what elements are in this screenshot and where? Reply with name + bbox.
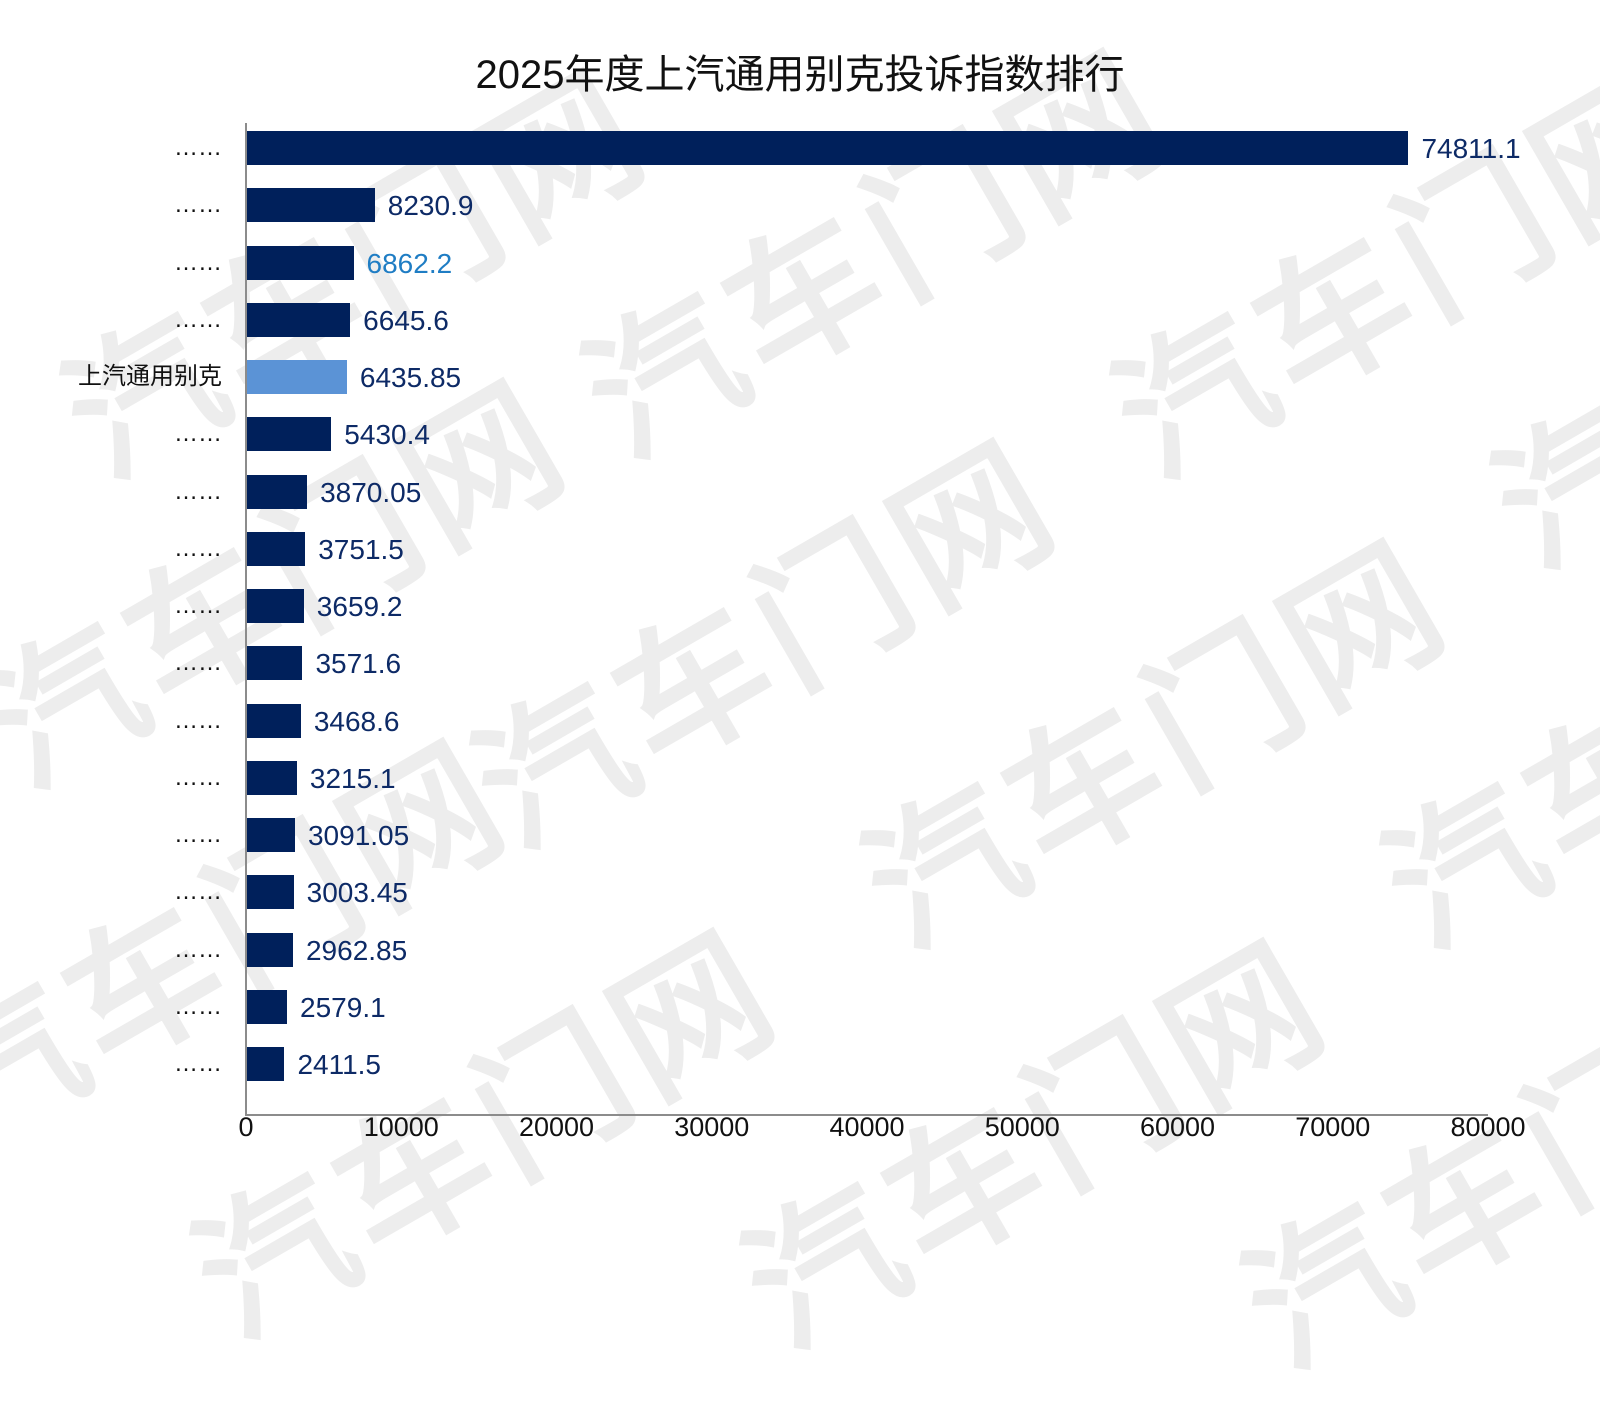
category-label: …… (174, 935, 222, 963)
bar (247, 531, 306, 566)
bar-row: …… 8230.9 (0, 188, 1600, 223)
bar (247, 875, 294, 910)
bar (247, 131, 1409, 165)
x-tick-label: 20000 (518, 1112, 595, 1142)
x-axis-line (245, 1114, 1488, 1116)
category-label: …… (174, 534, 222, 562)
bar-row: …… 3003.45 (0, 875, 1600, 910)
bar-row: …… 3659.2 (0, 589, 1600, 623)
bar (247, 703, 301, 738)
category-label: …… (174, 992, 222, 1020)
bar-row: …… 2962.85 (0, 932, 1600, 967)
value-label: 3091.05 (307, 820, 410, 851)
bar (247, 302, 351, 337)
category-label: …… (174, 134, 222, 161)
bar-row: …… 3215.1 (0, 760, 1600, 795)
value-label: 6862.2 (366, 247, 453, 279)
bar (247, 760, 297, 795)
category-label: …… (174, 592, 222, 619)
value-label: 3003.45 (306, 877, 408, 909)
bar-row: …… 3468.6 (0, 703, 1600, 738)
value-label: 3215.1 (309, 762, 396, 794)
value-label: 8230.9 (387, 190, 474, 222)
value-label: 3870.05 (320, 476, 422, 508)
bar (247, 989, 288, 1024)
category-label: …… (174, 305, 222, 333)
bar-row: …… 6645.6 (0, 302, 1600, 337)
value-label: 2411.5 (297, 1049, 381, 1080)
bar (247, 474, 308, 509)
value-label: 3468.6 (313, 705, 400, 737)
value-label: 6435.85 (359, 362, 462, 393)
bar (247, 589, 304, 623)
category-label: …… (174, 878, 222, 906)
category-label: …… (174, 248, 222, 276)
value-label: 2962.85 (305, 934, 408, 966)
x-tick-label: 10000 (363, 1112, 439, 1142)
bar (247, 417, 332, 452)
value-label: 3659.2 (316, 591, 403, 622)
x-tick-label: 40000 (829, 1112, 905, 1142)
value-label: 3751.5 (318, 533, 404, 565)
bar-chart: …… 74811.1 …… 8230.9 …… 6862.2 …… 6645.6 上汽通用别克 6… (0, 123, 1600, 1142)
bar-row: …… 5430.4 (0, 417, 1600, 452)
bar (247, 646, 303, 681)
bar-row: …… 3091.05 (0, 818, 1600, 852)
bar (247, 1047, 285, 1081)
x-tick-label: 70000 (1295, 1112, 1371, 1142)
x-tick-label: 50000 (984, 1112, 1060, 1142)
x-tick-label: 0 (238, 1112, 254, 1142)
bar-row: …… 3571.6 (0, 646, 1600, 681)
category-label: …… (174, 1050, 222, 1077)
bar-row: …… 3751.5 (0, 531, 1600, 566)
value-label: 74811.1 (1421, 133, 1521, 164)
bar (247, 818, 295, 852)
bar (247, 932, 293, 967)
category-label: …… (174, 420, 222, 448)
bar-row: …… 3870.05 (0, 474, 1600, 509)
bar-row: …… 6862.2 (0, 245, 1600, 280)
highlighted-bar (247, 360, 347, 394)
value-label: 6645.6 (363, 304, 449, 336)
category-label: …… (174, 763, 222, 791)
category-label: …… (174, 191, 222, 219)
bar-row: …… 2579.1 (0, 989, 1600, 1024)
bar-row: 上汽通用别克 6435.85 (0, 360, 1600, 394)
x-tick-label: 60000 (1139, 1112, 1216, 1142)
category-label: …… (174, 821, 222, 848)
y-axis-line (245, 123, 247, 1116)
x-tick-label: 80000 (1450, 1112, 1526, 1142)
category-label: …… (174, 706, 222, 734)
value-label: 2579.1 (300, 991, 386, 1023)
bar-row: …… 74811.1 (0, 131, 1600, 165)
bar-row: …… 2411.5 (0, 1047, 1600, 1081)
category-label: …… (174, 477, 222, 505)
chart-title: 2025年度上汽通用别克投诉指数排行 (475, 53, 1125, 97)
category-label: …… (174, 649, 222, 677)
value-label: 5430.4 (344, 419, 430, 451)
bar (247, 245, 354, 280)
category-label: 上汽通用别克 (78, 363, 222, 390)
bar (247, 188, 375, 223)
value-label: 3571.6 (315, 648, 402, 680)
x-tick-label: 30000 (674, 1112, 750, 1142)
